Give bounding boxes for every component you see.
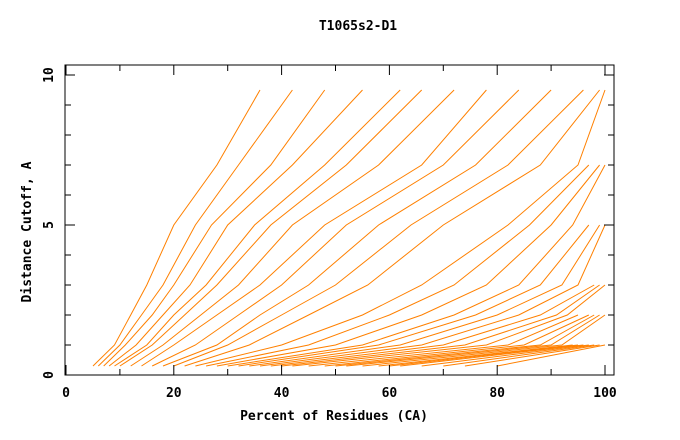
x-tick-label: 60 [382,386,398,401]
series-line-22 [292,284,606,367]
series-line-16 [227,164,606,367]
x-tick-label: 40 [274,386,290,401]
chart-title: T1065s2-D1 [319,19,397,34]
series-line-32 [443,344,595,367]
series-line-28 [378,344,573,367]
series-line-34 [497,344,606,367]
y-axis-label: Distance Cutoff, A [20,161,35,302]
series-line-29 [389,344,579,367]
series-line-3 [103,89,326,367]
x-tick-label: 0 [62,386,70,401]
y-tick-label: 10 [42,67,57,83]
series-line-17 [238,224,590,367]
x-tick-label: 80 [489,386,505,401]
series-lines [92,89,606,367]
x-tick-label: 20 [166,386,182,401]
series-line-12 [184,89,600,367]
series-line-2 [97,89,293,367]
series-line-4 [108,89,363,367]
series-line-14 [205,164,590,367]
series-line-1 [92,89,261,367]
series-line-6 [119,89,423,367]
series-line-13 [195,89,606,367]
series-line-15 [216,164,600,367]
series-line-9 [151,89,520,367]
series-line-30 [400,344,584,367]
x-axis-label: Percent of Residues (CA) [240,409,428,424]
series-line-10 [162,89,552,367]
series-line-27 [362,314,606,367]
series-line-31 [421,344,589,367]
series-line-21 [281,284,600,367]
series-line-18 [249,224,601,367]
series-line-26 [346,314,600,367]
axes: 0 20 40 60 80 100 0 5 10 [42,65,617,401]
series-line-5 [114,89,401,367]
series-line-24 [324,314,590,367]
series-line-33 [464,344,600,367]
series-line-20 [270,284,595,367]
y-tick-label: 0 [42,371,57,379]
series-line-19 [259,224,606,367]
series-line-25 [335,314,595,367]
plot-frame [64,64,615,376]
x-tick-label: 100 [593,386,617,401]
series-line-11 [173,89,584,367]
series-line-8 [141,89,487,367]
y-tick-label: 5 [42,221,57,229]
series-line-7 [130,89,455,367]
series-line-23 [308,314,579,367]
